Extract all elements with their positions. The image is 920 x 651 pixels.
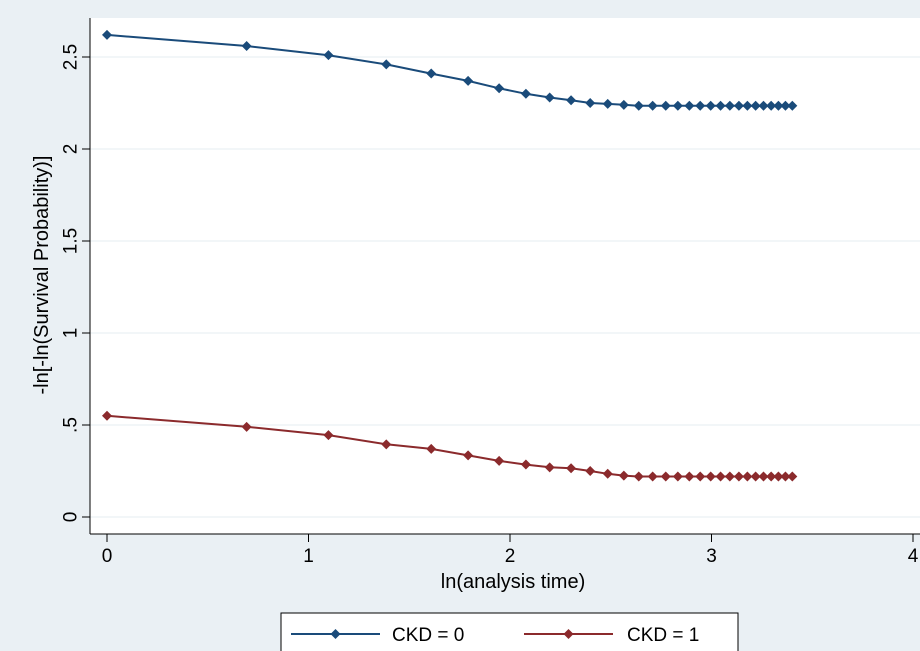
data-point xyxy=(758,100,769,111)
y-axis: 0 .5 1 1.5 2 2.5 xyxy=(61,18,91,534)
data-point xyxy=(742,100,753,111)
data-point xyxy=(633,471,644,482)
data-point xyxy=(463,75,474,86)
data-point xyxy=(544,462,555,473)
data-point xyxy=(585,98,596,108)
data-point xyxy=(602,98,613,109)
data-point xyxy=(633,100,644,111)
data-point xyxy=(695,100,706,111)
data-point xyxy=(660,100,671,111)
y-tick-label: 2 xyxy=(61,144,82,155)
y-tick-label: 0 xyxy=(61,512,82,523)
y-tick-label: .5 xyxy=(61,417,82,433)
data-point xyxy=(787,471,798,482)
data-point xyxy=(672,471,683,482)
data-point xyxy=(733,471,744,482)
data-point xyxy=(241,40,252,51)
data-point xyxy=(684,471,695,482)
data-point xyxy=(750,471,761,482)
data-point xyxy=(766,471,777,482)
x-axis-title: ln(analysis time) xyxy=(441,571,585,593)
legend-label: CKD = 0 xyxy=(392,625,464,646)
data-point xyxy=(602,468,613,479)
data-point xyxy=(705,100,716,111)
series-layer xyxy=(102,29,798,482)
data-point xyxy=(618,99,629,110)
legend-item: CKD = 1 xyxy=(524,625,699,646)
data-point xyxy=(102,29,112,40)
data-point xyxy=(585,466,596,476)
data-point xyxy=(647,100,658,111)
data-point xyxy=(618,470,629,481)
data-point xyxy=(647,471,658,482)
data-point xyxy=(742,471,753,482)
data-point xyxy=(773,471,784,482)
data-point xyxy=(426,443,437,454)
data-point xyxy=(750,100,761,111)
data-point xyxy=(520,459,531,470)
legend: CKD = 0 CKD = 1 xyxy=(280,612,739,651)
data-point xyxy=(494,455,505,466)
data-point xyxy=(758,471,769,482)
legend-item: CKD = 0 xyxy=(291,625,464,646)
data-point xyxy=(520,88,531,99)
legend-label: CKD = 1 xyxy=(627,625,699,646)
legend-box xyxy=(280,612,739,651)
y-tick-label: 1 xyxy=(61,328,82,339)
legend-marker xyxy=(563,629,574,639)
x-tick-label: 1 xyxy=(303,546,314,567)
data-point xyxy=(660,471,671,482)
y-axis-title: -ln[-ln(Survival Probability)] xyxy=(31,156,53,395)
data-point xyxy=(566,463,577,474)
data-point xyxy=(715,471,726,482)
x-tick-label: 3 xyxy=(706,546,717,567)
data-point xyxy=(494,83,505,94)
x-tick-label: 4 xyxy=(908,546,919,567)
data-point xyxy=(715,100,726,111)
data-point xyxy=(733,100,744,111)
x-tick-label: 2 xyxy=(505,546,516,567)
x-axis: 0 1 2 3 4 xyxy=(90,533,920,567)
data-point xyxy=(780,471,791,482)
data-point xyxy=(705,471,716,482)
data-point xyxy=(724,100,735,111)
data-point xyxy=(684,100,695,111)
x-tick-label: 0 xyxy=(102,546,113,567)
data-point xyxy=(695,471,706,482)
data-point xyxy=(102,410,112,421)
data-point xyxy=(381,439,392,450)
data-point xyxy=(724,471,735,482)
data-point xyxy=(787,100,798,111)
data-point xyxy=(780,100,791,111)
data-point xyxy=(381,59,392,70)
series-1 xyxy=(102,410,798,482)
y-tick-label: 2.5 xyxy=(61,44,82,70)
data-point xyxy=(544,92,555,103)
series-0 xyxy=(102,29,798,111)
y-tick-label: 1.5 xyxy=(61,228,82,254)
data-point xyxy=(241,421,252,432)
data-point xyxy=(426,68,437,79)
data-point xyxy=(766,100,777,111)
plot-area xyxy=(90,18,920,534)
data-point xyxy=(463,450,474,461)
data-point xyxy=(323,50,334,61)
data-point xyxy=(773,100,784,111)
data-point xyxy=(323,430,334,441)
data-point xyxy=(566,95,577,106)
data-point xyxy=(672,100,683,111)
legend-marker xyxy=(330,629,341,639)
